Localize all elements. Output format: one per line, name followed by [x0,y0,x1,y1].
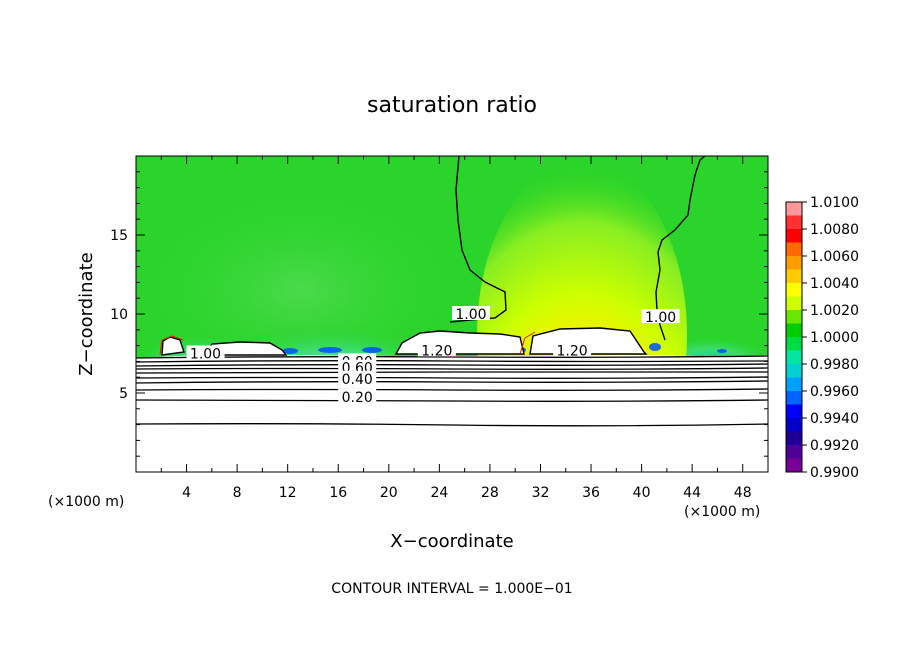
field-lower-region [136,355,768,472]
colorbar-label: 0.9900 [810,465,859,481]
colorbar-label: 0.9980 [810,357,859,373]
x-unit-right: (×1000 m) [684,504,760,520]
x-tick-label: 16 [329,485,347,501]
contour-label-bg [186,345,225,360]
colorbar-swatch [786,296,802,311]
colorbar-label: 1.0040 [810,276,859,292]
x-tick-label: 12 [279,485,297,501]
colorbar: 1.0100 1.0080 1.0060 1.0040 1.0020 1.0000 0.99… [785,195,859,481]
contour-label-bg [338,359,377,374]
x-tick-label: 36 [582,485,600,501]
colorbar-swatch [786,202,802,216]
contour-label: 1.00 [455,307,486,323]
x-tick-label: 28 [481,485,499,501]
colorbar-label: 1.0060 [810,249,859,265]
colorbar-swatch [786,269,802,284]
contour-label: 0.20 [342,390,373,406]
x-tick-label: 32 [532,485,550,501]
x-axis-label: X−coordinate [390,531,513,552]
chart-title: saturation ratio [367,93,537,118]
contour-edge-red-2 [519,331,536,355]
colorbar-swatch [786,350,802,365]
colorbar-swatch [786,445,802,459]
contour-edge-red [159,335,184,356]
x-tick-label: 8 [233,485,242,501]
y-tick-label: 5 [119,386,128,402]
lower-contour-lines [136,355,768,427]
contour-label: 1.00 [645,310,676,326]
colorbar-swatch [786,377,802,392]
x-tick-label: 20 [380,485,398,501]
colorbar-swatch [786,404,802,419]
colorbar-swatch [786,364,802,378]
contour-label: 0.40 [342,372,373,388]
colorbar-swatch [786,431,802,446]
colorbar-swatch [786,391,802,405]
colorbar-swatch [786,458,802,473]
colorbar-swatch [786,256,802,270]
colorbar-swatch [786,229,802,243]
colorbar-label: 0.9960 [810,384,859,400]
colorbar-swatch [786,310,802,324]
colorbar-swatch [786,215,802,230]
colorbar-swatch [786,337,802,351]
contour-label-bg [641,309,680,324]
y-axis: 5 10 15 [110,171,768,457]
contour-label-bg [338,370,377,385]
x-tick-label: 40 [633,485,651,501]
contour-label-bg [417,342,456,357]
contour-label: 1.20 [421,343,452,359]
colorbar-swatch [786,242,802,257]
colorbar-label: 1.0000 [810,330,859,346]
contour-label-bg [451,306,490,320]
contour-label: 1.20 [556,343,587,359]
contour-label-bg [553,342,592,357]
x-tick-label: 48 [734,485,752,501]
contour-label-bg [338,388,377,403]
y-tick-label: 10 [110,307,128,323]
contour-label: 1.00 [190,347,221,363]
colorbar-label: 1.0080 [810,222,859,238]
colorbar-swatch [786,323,802,338]
colorbar-label: 0.9940 [810,411,859,427]
y-axis-label: Z−coordinate [76,252,97,375]
contour-interval-text: CONTOUR INTERVAL = 1.000E−01 [331,581,572,597]
plot-area [136,156,768,472]
x-unit-left: (×1000 m) [48,494,124,510]
contour-labels: 1.001.001.001.201.200.800.600.400.20 [186,306,680,406]
colorbar-label: 1.0100 [810,195,859,211]
x-axis: 4 8 12 16 20 24 28 32 36 40 44 48 [160,156,752,501]
colorbar-label: 1.0020 [810,303,859,319]
colorbar-swatch [786,418,802,432]
x-tick-label: 24 [430,485,448,501]
colorbar-label: 0.9920 [810,438,859,454]
y-tick-label: 15 [110,228,128,244]
colorbar-swatch [786,283,802,297]
x-tick-label: 4 [182,485,191,501]
x-tick-label: 44 [683,485,701,501]
